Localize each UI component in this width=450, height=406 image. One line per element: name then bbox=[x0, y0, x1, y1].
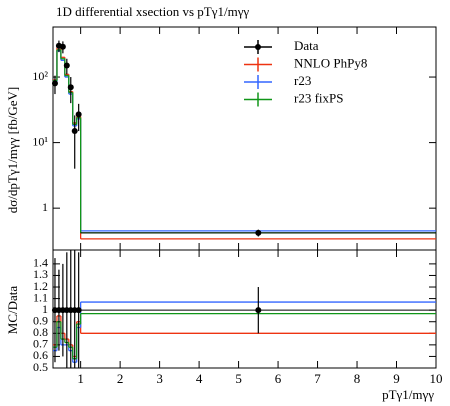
x-tick-label: 10 bbox=[430, 371, 443, 386]
y-tick-label: 1.3 bbox=[33, 267, 48, 281]
y-tick-label: 1 bbox=[42, 200, 48, 214]
x-tick-label: 6 bbox=[275, 371, 282, 386]
plot-frame bbox=[52, 26, 437, 251]
legend-label: Data bbox=[294, 38, 319, 53]
data-point bbox=[51, 80, 58, 87]
y-tick-label: 1.2 bbox=[33, 279, 48, 293]
data-point bbox=[67, 84, 74, 91]
ratio-y-axis-label: MC/Data bbox=[5, 286, 20, 335]
x-tick-label: 2 bbox=[117, 371, 124, 386]
data-point bbox=[59, 43, 66, 50]
x-axis-label: pTγ1/mγγ bbox=[382, 387, 434, 402]
data-point bbox=[71, 128, 78, 135]
x-tick-label: 3 bbox=[156, 371, 163, 386]
x-tick-label: 8 bbox=[354, 371, 361, 386]
x-tick-label: 9 bbox=[393, 371, 400, 386]
y-tick-label: 10¹ bbox=[32, 134, 48, 148]
y-tick-label: 1 bbox=[42, 302, 48, 316]
x-tick-label: 4 bbox=[196, 371, 203, 386]
legend-label: NNLO PhPy8 bbox=[294, 55, 367, 70]
y-axis-label: dσ/dpTγ1/mγγ [fb/GeV] bbox=[5, 87, 20, 213]
legend-label: r23 fixPS bbox=[294, 90, 343, 105]
y-tick-label: 0.8 bbox=[33, 325, 48, 339]
legend-swatch bbox=[255, 44, 261, 50]
x-tick-label: 7 bbox=[314, 371, 321, 386]
y-tick-label: 10² bbox=[32, 69, 48, 83]
y-tick-label: 1.4 bbox=[33, 256, 48, 270]
y-tick-label: 0.5 bbox=[33, 360, 48, 374]
data-point bbox=[255, 229, 262, 236]
data-point bbox=[255, 307, 262, 314]
chart-title: 1D differential xsection vs pTγ1/mγγ bbox=[56, 4, 249, 19]
data-point bbox=[75, 111, 82, 118]
x-tick-label: 1 bbox=[77, 371, 84, 386]
y-tick-label: 0.6 bbox=[33, 348, 48, 362]
y-tick-label: 0.7 bbox=[33, 337, 48, 351]
legend-label: r23 bbox=[294, 73, 311, 88]
y-tick-label: 1.1 bbox=[33, 290, 48, 304]
data-point bbox=[63, 62, 70, 69]
x-tick-label: 5 bbox=[235, 371, 242, 386]
plot-frame bbox=[52, 249, 437, 369]
y-tick-label: 0.9 bbox=[33, 313, 48, 327]
data-point bbox=[75, 307, 82, 314]
